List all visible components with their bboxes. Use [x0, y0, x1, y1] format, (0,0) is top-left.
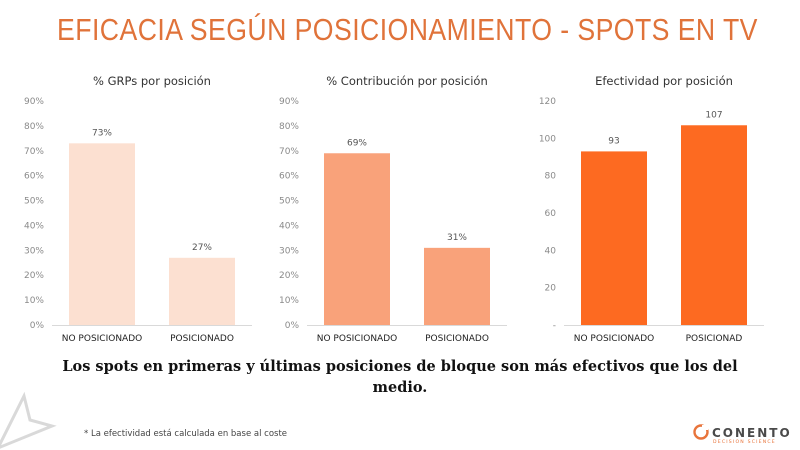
- logo-name: CONENTO: [712, 426, 792, 440]
- data-label: 27%: [192, 243, 212, 253]
- y-tick-label: 0%: [30, 321, 45, 331]
- y-tick-label: 60%: [279, 172, 299, 182]
- y-tick-label: 60%: [24, 172, 44, 182]
- paper-plane-icon: [0, 391, 57, 449]
- y-tick-label: 10%: [279, 296, 299, 306]
- category-label: NO POSICIONADO: [317, 334, 397, 344]
- y-tick-label: 20%: [279, 271, 299, 281]
- data-label: 73%: [92, 128, 112, 138]
- y-tick-label: 80%: [279, 122, 299, 132]
- chart-svg: Efectividad por posición - 20 40 60 80 100 120 9…: [539, 74, 764, 344]
- bar: [169, 257, 235, 325]
- bar: [581, 151, 647, 325]
- category-label: NO POSICIONADO: [574, 334, 654, 344]
- y-tick-label: 50%: [24, 197, 44, 207]
- page-title: EFICACIA SEGÚN POSICIONAMIENTO - SPOTS E…: [57, 12, 758, 47]
- y-tick-label: 30%: [279, 246, 299, 256]
- chart-efectividad: Efectividad por posición - 20 40 60 80 100 120 9…: [532, 70, 772, 345]
- conclusion-line-1: Los spots en primeras y últimas posicion…: [62, 358, 738, 375]
- footnote: * La efectividad está calculada en base …: [84, 429, 288, 439]
- y-tick-label: 80: [545, 172, 557, 182]
- y-tick-label: 100: [539, 134, 556, 144]
- chart-svg: % Contribución por posición 0% 10% 20% 30% 40…: [279, 74, 507, 344]
- conento-logo-icon: [693, 424, 709, 440]
- conclusion-line-2: medio.: [372, 379, 428, 396]
- data-label: 31%: [447, 233, 467, 243]
- chart-title: Efectividad por posición: [595, 74, 733, 88]
- category-label: POSICIONADO: [425, 334, 489, 344]
- y-tick-label: 70%: [24, 147, 44, 157]
- y-tick-label: 0%: [285, 321, 300, 331]
- y-tick-label: 90%: [24, 97, 44, 107]
- y-tick-label: 30%: [24, 246, 44, 256]
- data-label: 107: [705, 110, 722, 120]
- y-tick-label: 40: [545, 246, 557, 256]
- y-tick-label: 80%: [24, 122, 44, 132]
- y-tick-label: 70%: [279, 147, 299, 157]
- y-tick-label: 50%: [279, 197, 299, 207]
- category-label: POSICIONAD: [686, 334, 743, 344]
- y-tick-label: -: [553, 321, 556, 331]
- bar: [69, 143, 135, 325]
- y-tick-label: 20%: [24, 271, 44, 281]
- chart-title: % Contribución por posición: [326, 74, 488, 88]
- y-tick-label: 10%: [24, 296, 44, 306]
- category-label: POSICIONADO: [170, 334, 234, 344]
- y-tick-label: 20: [545, 284, 557, 294]
- data-label: 69%: [347, 138, 367, 148]
- category-label: NO POSICIONADO: [62, 334, 142, 344]
- chart-grps: % GRPs por posición 0% 10% 20% 30% 40% 50% 60% 7…: [20, 70, 260, 345]
- bar: [324, 153, 390, 325]
- chart-contribucion: % Contribución por posición 0% 10% 20% 30% 40…: [275, 70, 515, 345]
- logo-tagline: DECISION SCIENCE: [713, 439, 776, 445]
- y-tick-label: 90%: [279, 97, 299, 107]
- y-tick-label: 60: [545, 209, 557, 219]
- conclusion-text: Los spots en primeras y últimas posicion…: [60, 356, 740, 398]
- bar: [424, 247, 490, 325]
- y-tick-label: 40%: [24, 221, 44, 231]
- y-tick-label: 40%: [279, 221, 299, 231]
- conento-logo: CONENTO DECISION SCIENCE: [693, 424, 792, 445]
- chart-svg: % GRPs por posición 0% 10% 20% 30% 40% 50% 60% 7…: [24, 74, 252, 344]
- y-tick-label: 120: [539, 97, 556, 107]
- bar: [681, 125, 747, 325]
- data-label: 93: [608, 136, 619, 146]
- chart-title: % GRPs por posición: [93, 74, 211, 88]
